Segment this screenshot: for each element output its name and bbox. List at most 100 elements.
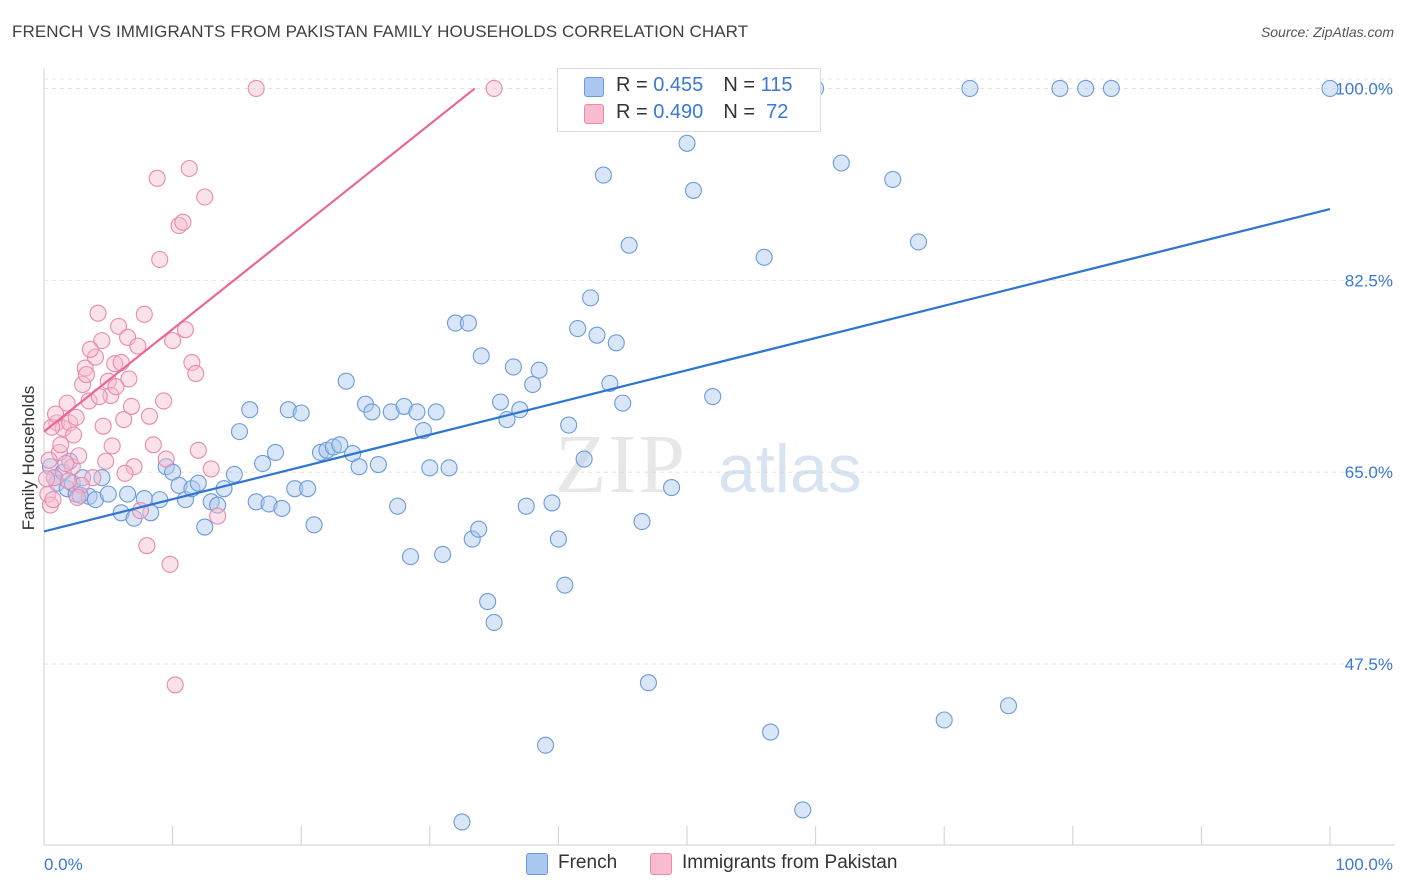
y-axis-title: Family Households <box>19 386 38 531</box>
point-french <box>594 166 612 184</box>
point-french <box>382 403 400 421</box>
legend-label-french: French <box>558 852 618 873</box>
point-french <box>119 485 137 503</box>
point-french <box>485 613 503 631</box>
point-french <box>639 674 657 692</box>
point-pakistan <box>135 305 153 323</box>
point-pakistan <box>57 454 75 472</box>
point-french <box>755 248 773 266</box>
trend-line-french <box>43 207 1331 533</box>
point-pakistan <box>144 436 162 454</box>
point-pakistan <box>112 354 130 372</box>
series-legend: French Immigrants from Pakistan <box>0 852 1406 878</box>
point-french <box>601 374 619 392</box>
point-french <box>536 736 555 754</box>
point-pakistan <box>122 397 140 415</box>
point-french <box>230 423 249 441</box>
point-french <box>1102 79 1120 97</box>
point-pakistan <box>58 394 76 412</box>
point-pakistan <box>76 359 94 377</box>
point-french <box>350 458 368 476</box>
point-french <box>504 358 522 376</box>
point-french <box>196 518 214 536</box>
axes <box>43 68 1395 846</box>
point-pakistan <box>140 407 159 425</box>
point-pakistan <box>38 470 56 488</box>
legend-swatch-french <box>584 77 604 97</box>
point-pakistan <box>116 464 134 482</box>
point-french <box>581 289 600 307</box>
point-french <box>286 480 304 498</box>
point-french <box>588 326 606 344</box>
point-french <box>408 403 426 421</box>
legend-r-value: 0.490 <box>653 101 704 123</box>
point-french <box>575 450 593 468</box>
point-french <box>260 495 278 513</box>
point-french <box>170 476 188 494</box>
point-pakistan <box>485 79 503 97</box>
point-french <box>241 401 259 419</box>
point-french <box>305 516 323 534</box>
point-french <box>440 459 458 477</box>
point-pakistan <box>67 408 85 426</box>
point-pakistan <box>103 437 121 455</box>
point-french <box>446 314 465 332</box>
point-pakistan <box>77 366 95 384</box>
legend-n-label: N = <box>723 101 761 123</box>
point-french <box>633 512 651 531</box>
point-pakistan <box>138 537 156 555</box>
watermark-atlas: atlas <box>718 431 862 507</box>
point-french <box>543 494 561 512</box>
point-french <box>569 320 587 338</box>
point-french <box>762 723 780 741</box>
y-tick-label: 65.0% <box>1345 463 1393 482</box>
point-pakistan <box>155 392 173 410</box>
point-pakistan <box>164 332 182 350</box>
point-pakistan <box>157 450 175 468</box>
point-pakistan <box>187 364 205 383</box>
point-pakistan <box>148 169 166 187</box>
point-french <box>453 813 471 831</box>
point-french <box>935 711 953 729</box>
point-french <box>389 497 407 515</box>
point-french <box>93 469 111 487</box>
point-pakistan <box>89 304 107 322</box>
point-french <box>530 361 548 379</box>
point-french <box>311 443 330 462</box>
trend-lines <box>43 87 1331 533</box>
x-tick-label-max: 100.0% <box>1335 855 1393 874</box>
point-pakistan <box>47 405 65 423</box>
point-pakistan <box>120 370 138 388</box>
point-french <box>189 474 207 492</box>
point-pakistan <box>94 417 112 435</box>
source-label: Source: ZipAtlas.com <box>1260 24 1394 40</box>
legend-n-value: 115 <box>760 74 793 96</box>
point-pakistan <box>107 378 125 396</box>
point-pakistan <box>166 676 184 694</box>
point-french <box>463 530 481 548</box>
legend-r-label: R = <box>616 101 654 123</box>
point-pakistan <box>129 337 147 355</box>
axis-labels: 47.5% 65.0% 82.5% 100.0% 0.0% 100.0% Family Ho… <box>19 79 1393 874</box>
point-french <box>524 375 542 394</box>
y-tick-label: 47.5% <box>1345 655 1393 674</box>
y-tick-label: 100.0% <box>1335 79 1393 98</box>
point-french <box>247 493 265 511</box>
point-french <box>607 334 625 352</box>
point-pakistan <box>74 375 92 394</box>
point-french <box>292 404 310 422</box>
point-french <box>331 436 349 454</box>
point-pakistan <box>180 159 198 178</box>
point-french <box>684 181 702 199</box>
point-pakistan <box>174 213 192 231</box>
correlation-legend: R = 0.455 N = 115 R = 0.490 N = 72 <box>557 68 821 132</box>
legend-swatch-pakistan <box>650 853 672 875</box>
point-french <box>1321 79 1339 97</box>
point-french <box>86 491 104 509</box>
point-french <box>517 497 535 515</box>
point-french <box>324 438 342 456</box>
point-french <box>459 314 477 332</box>
point-french <box>1077 79 1095 97</box>
legend-r-value: 0.455 <box>653 74 704 96</box>
